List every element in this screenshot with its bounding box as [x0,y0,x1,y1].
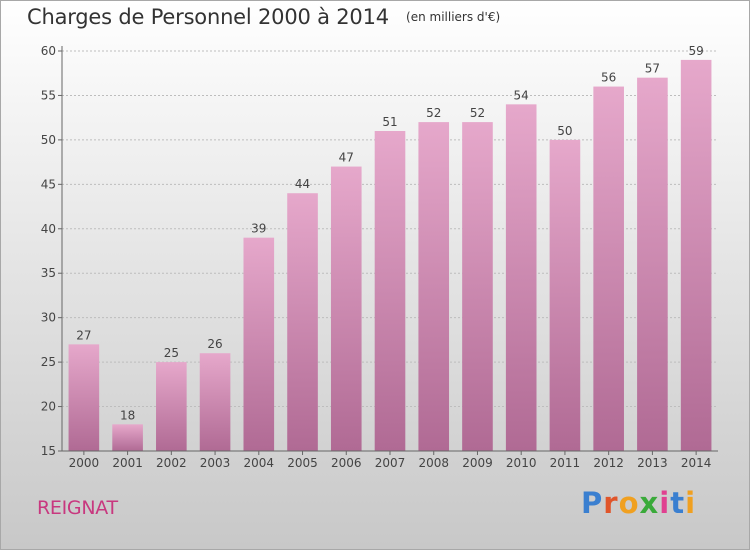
bar-value-label: 44 [295,177,310,191]
y-tick-label: 35 [41,266,56,280]
chart-title: Charges de Personnel 2000 à 2014 (en mil… [27,5,500,29]
x-tick-label: 2006 [331,456,362,470]
bar-value-label: 56 [601,71,616,85]
x-tick-label: 2009 [462,456,493,470]
bar-value-label: 59 [688,44,703,58]
logo-letter: P [581,486,604,520]
x-tick-label: 2010 [506,456,537,470]
y-tick-label: 55 [41,88,56,102]
x-tick-label: 2004 [244,456,275,470]
bars: 27 18 25 26 39 44 47 51 52 52 54 50 56 57 59 [68,44,712,452]
x-tick-label: 2005 [287,456,318,470]
bar-value-label: 51 [382,115,397,129]
bar-value-label: 52 [426,106,441,120]
x-tick-label: 2002 [156,456,187,470]
x-tick-label: 2000 [69,456,100,470]
logo-letter: r [603,486,619,520]
x-tick-label: 2011 [550,456,581,470]
bar [243,237,275,451]
x-tick-label: 2013 [637,456,668,470]
proxiti-logo: Proxiti [581,486,696,520]
y-tick-label: 60 [41,44,56,58]
bar-value-label: 39 [251,222,266,236]
bar [287,193,318,451]
bar [330,166,362,452]
bar-value-label: 25 [164,346,179,360]
bar-value-label: 26 [207,337,222,351]
x-tick-label: 2014 [681,456,712,470]
x-tick-label: 2012 [593,456,624,470]
y-tick-label: 30 [41,311,56,325]
x-tick-label: 2007 [375,456,406,470]
y-tick-label: 20 [41,400,56,414]
bar [593,86,624,452]
bar-value-label: 54 [514,88,529,102]
bar [637,77,668,452]
y-tick-label: 25 [41,355,56,369]
bar [112,424,143,451]
bar [199,353,231,451]
commune-name: REIGNAT [37,497,118,519]
bar [374,131,406,451]
bar [549,139,581,451]
y-tick-label: 15 [41,444,56,458]
logo-letter: o [618,486,640,520]
title-unit: (en milliers d'€) [406,10,501,24]
bar [680,59,712,452]
bar [505,104,537,451]
y-tick-label: 45 [41,177,56,191]
y-tick-label: 40 [41,222,56,236]
bar-value-label: 27 [76,328,91,342]
bar [418,122,450,451]
bar-value-label: 57 [645,62,660,76]
logo-letter: i [685,486,697,520]
bar [462,122,493,451]
x-tick-label: 2001 [112,456,143,470]
logo-letter: i [659,486,671,520]
bar-value-label: 18 [120,408,135,422]
title-text: Charges de Personnel 2000 à 2014 [27,5,389,29]
bar [68,344,100,451]
bar-value-label: 50 [557,124,572,138]
axes: 15 20 25 30 35 40 45 50 55 60 2000 2001 2002 2003 2004… [41,44,718,470]
x-tick-label: 2008 [418,456,449,470]
logo-letter: x [639,486,660,520]
x-tick-label: 2003 [200,456,231,470]
bar [156,362,187,451]
y-tick-label: 50 [41,133,56,147]
logo-letter: t [670,486,686,520]
bar-value-label: 47 [339,151,354,165]
bar-value-label: 52 [470,106,485,120]
